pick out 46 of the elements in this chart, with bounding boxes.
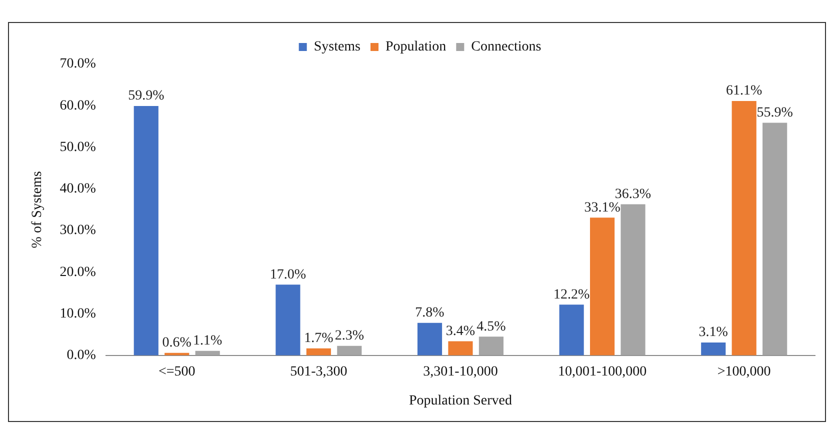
x-tick-label: >100,000 [717, 364, 771, 380]
data-label: 3.4% [446, 324, 476, 339]
y-tick-label: 40.0% [60, 182, 96, 197]
data-label: 3.1% [698, 325, 728, 340]
data-label: 4.5% [476, 319, 506, 334]
bar [590, 218, 615, 356]
bar [306, 348, 331, 356]
data-label: 12.2% [553, 287, 590, 302]
bar [478, 336, 504, 356]
data-label: 1.7% [304, 330, 334, 346]
data-label: 7.8% [415, 306, 445, 321]
y-axis-title: % of Systems [30, 171, 46, 248]
data-label: 59.9% [128, 88, 165, 104]
x-tick-label: 501-3,300 [290, 364, 348, 380]
bar [620, 204, 646, 356]
bar [134, 106, 158, 356]
data-label: 33.1% [584, 200, 621, 216]
legend-label: Connections [471, 40, 542, 55]
y-tick-label: 0.0% [66, 348, 96, 364]
data-label: 2.3% [334, 328, 364, 344]
bar [732, 101, 756, 356]
data-label: 36.3% [614, 186, 652, 202]
bar [337, 346, 362, 356]
bar [417, 322, 442, 356]
data-label: 61.1% [726, 84, 763, 99]
data-label: 1.1% [193, 333, 223, 348]
data-label: 55.9% [756, 105, 794, 120]
y-tick-label: 50.0% [60, 140, 96, 155]
legend-label: Systems [314, 40, 361, 55]
bar [701, 342, 726, 356]
x-tick-label: 10,001-100,000 [558, 364, 647, 380]
y-tick-label: 70.0% [60, 56, 96, 72]
y-tick-label: 60.0% [60, 98, 96, 114]
bar [762, 122, 788, 356]
y-tick-label: 20.0% [60, 264, 96, 280]
x-tick-label: <=500 [158, 364, 196, 380]
data-label: 0.6% [162, 336, 192, 351]
data-label: 17.0% [270, 267, 306, 282]
x-axis-title: Population Served [408, 393, 512, 408]
bar [448, 341, 473, 356]
legend-label: Population [386, 40, 446, 55]
bar [559, 304, 584, 356]
y-tick-label: 30.0% [60, 223, 96, 238]
x-tick-label: 3,301-10,000 [423, 364, 498, 380]
bar [276, 284, 300, 356]
y-tick-label: 10.0% [60, 306, 96, 322]
